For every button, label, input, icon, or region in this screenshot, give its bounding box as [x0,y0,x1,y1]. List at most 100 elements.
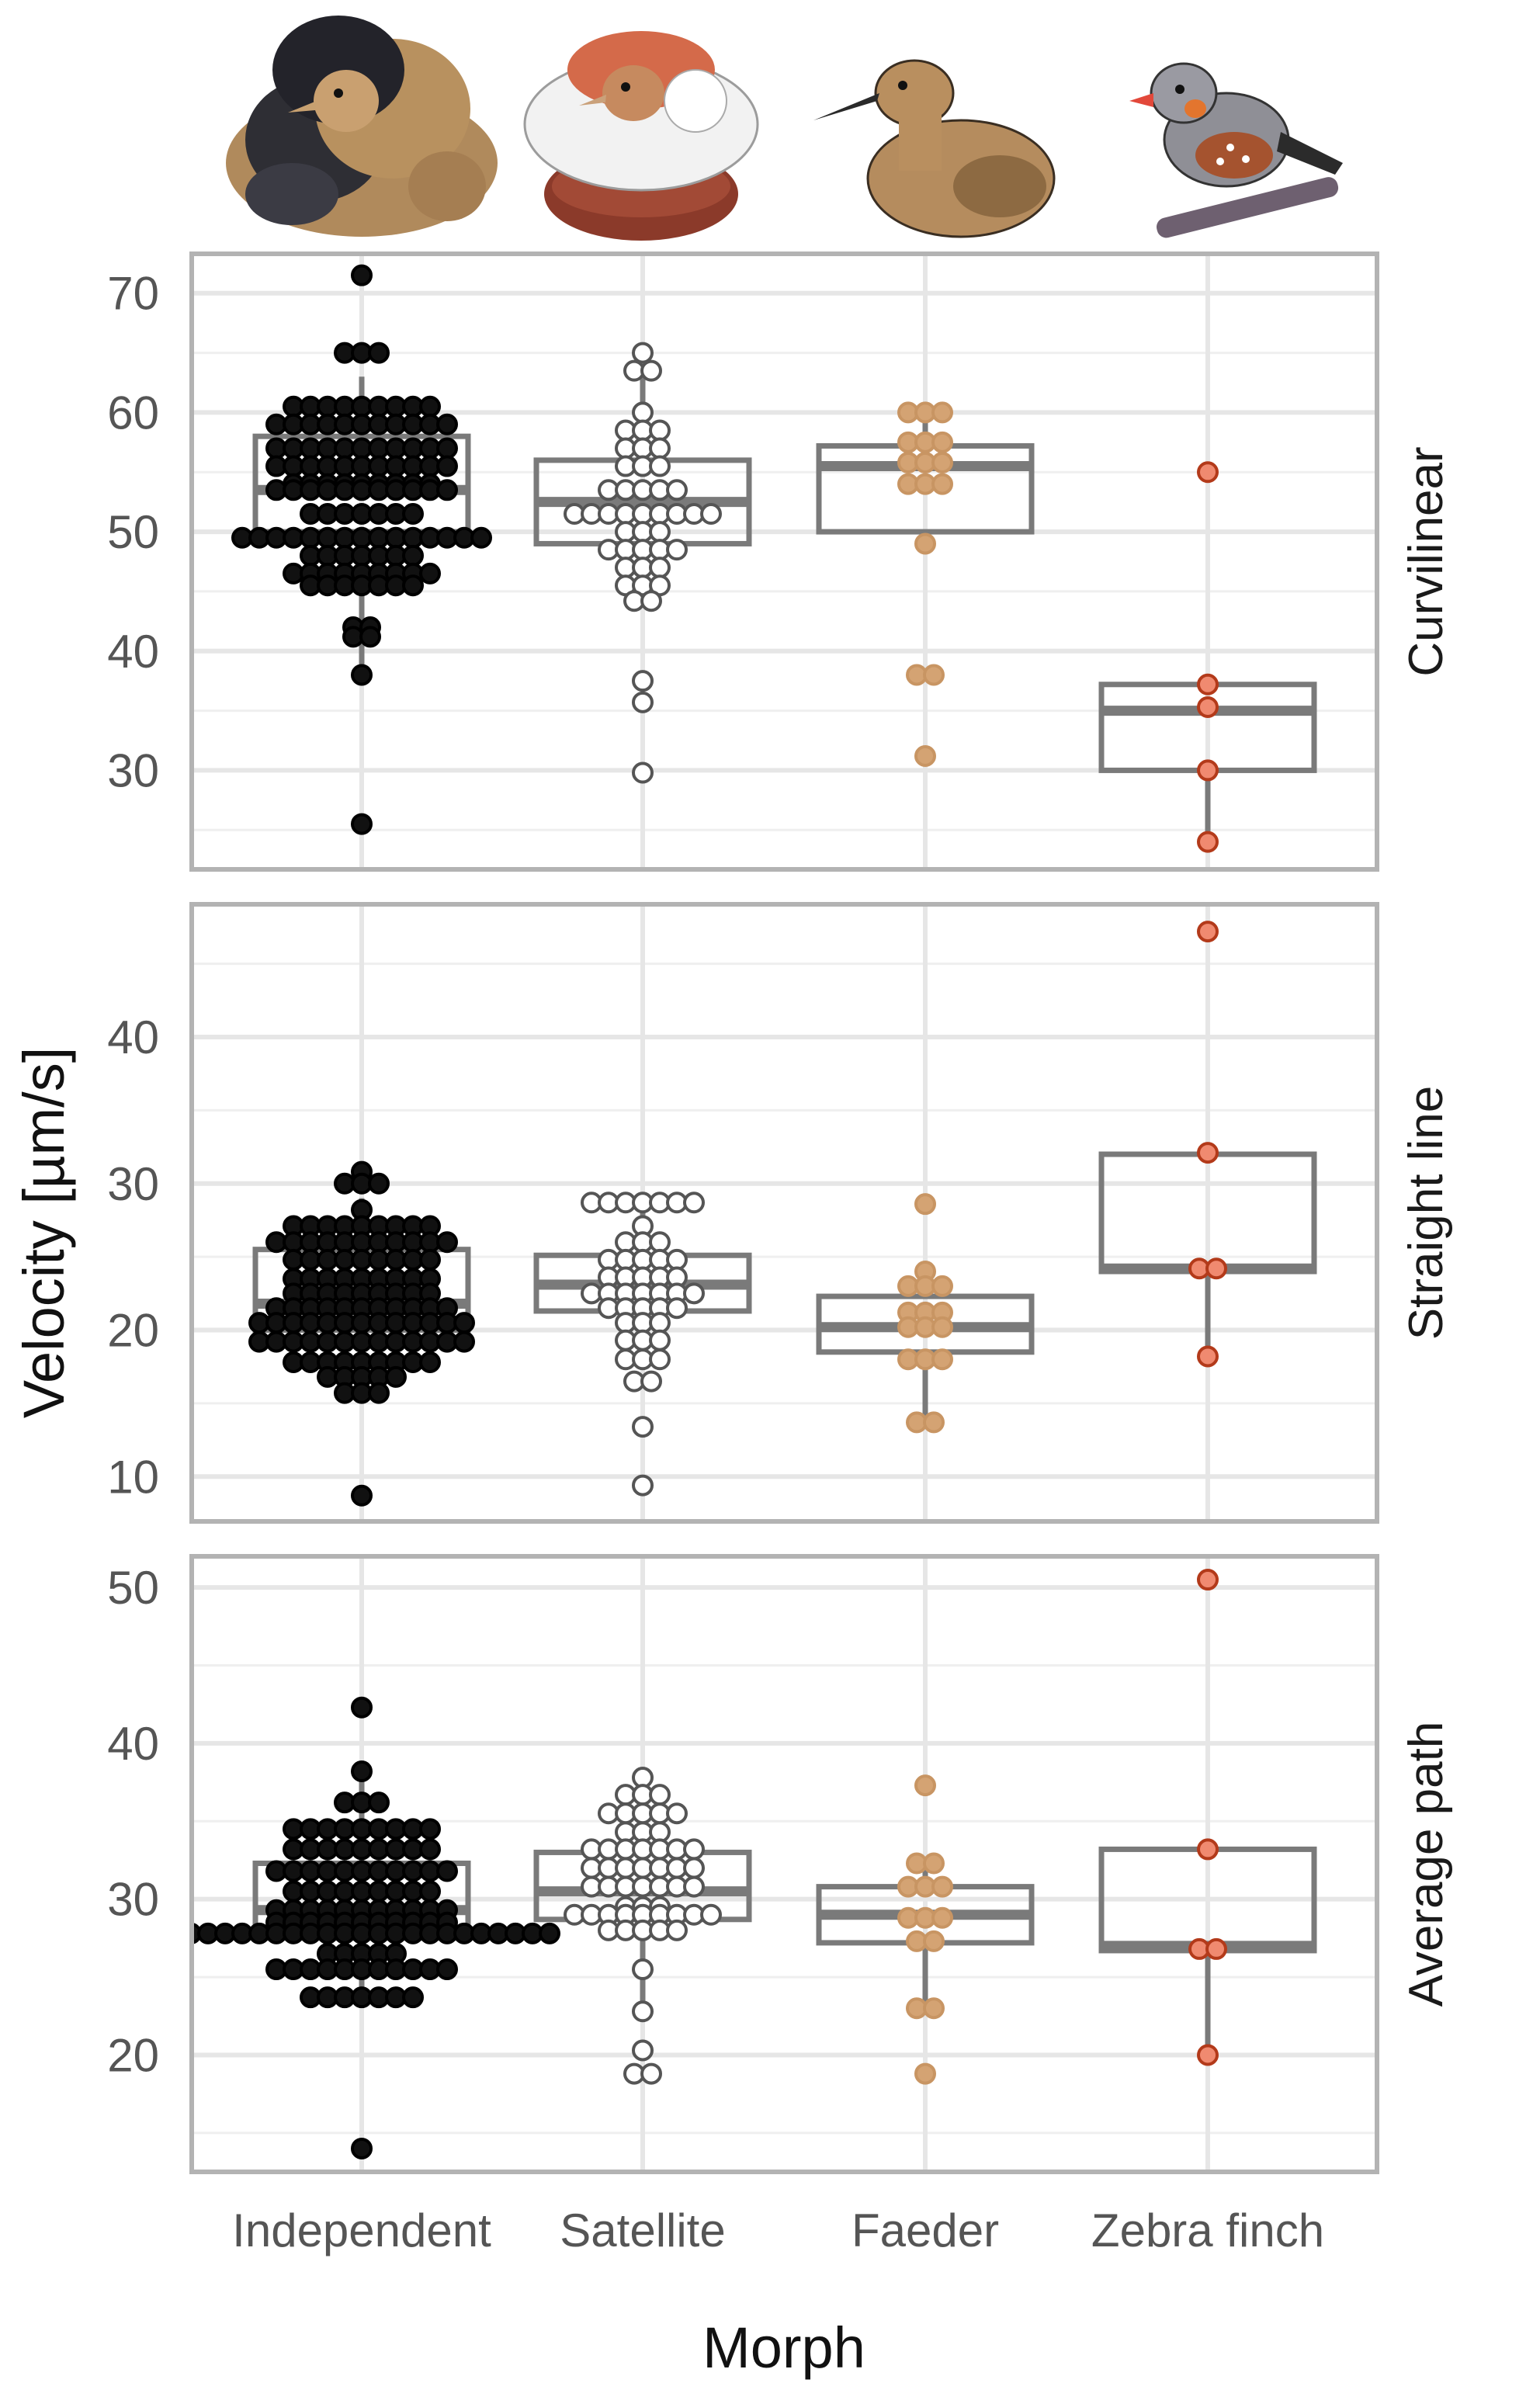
data-point [402,503,424,526]
points-satellite [564,1767,722,2085]
y-axis-title: Velocity [µm/s] [12,1047,76,1419]
data-point [351,264,373,286]
data-point [1205,1937,1227,1960]
data-point [1197,695,1219,718]
points-satellite [564,342,722,784]
data-point [351,1760,373,1783]
data-point [470,526,492,549]
data-point [931,1875,953,1898]
y-tick-label: 40 [107,1011,159,1063]
data-point [632,1474,654,1497]
y-tick-label: 60 [107,387,159,439]
points-faeder [897,1774,953,2085]
data-point [640,359,662,382]
data-point [1197,1345,1219,1368]
data-point [683,1838,705,1861]
panel-plot-area [192,254,1377,869]
points-zebra-finch [1188,1569,1227,2066]
data-point [914,744,936,767]
data-point [1197,759,1219,782]
points-independent [248,1160,475,1507]
data-point [539,1922,560,1944]
data-point [165,1924,183,1943]
panel-border [189,1554,1379,2174]
data-point [1197,1142,1219,1164]
y-tick-label: 70 [107,268,159,320]
data-point [923,1930,945,1952]
data-point [436,1231,458,1254]
panel-border [189,251,1379,872]
panel-curvilinear: 30 40 50 60 70 Curvilinear [107,251,1453,872]
data-point [931,1906,953,1929]
data-point [931,473,953,495]
data-point [931,1348,953,1371]
data-point [1197,921,1219,943]
data-point [351,1484,373,1507]
data-point [368,1792,390,1814]
panel-average-path: 20 30 40 50 Average path [107,1554,1453,2174]
data-point [1197,2044,1219,2066]
y-tick-label: 30 [107,1874,159,1926]
data-point [402,1986,424,2009]
data-point [1197,673,1219,695]
data-point [649,521,671,543]
panel-plot-area [192,904,1377,1521]
data-point [666,1297,688,1320]
data-point [914,1193,936,1216]
x-tick-label-satellite: Satellite [560,2204,725,2256]
data-point [666,1248,688,1271]
data-point [1197,461,1219,484]
data-point [632,1958,654,1981]
y-tick-label: 20 [107,1305,159,1357]
data-point [419,395,441,418]
faeder-ruff-bird-icon [813,59,1056,238]
x-tick-label-independent: Independent [232,2204,491,2256]
strip-label-straight-line: Straight line [1400,1086,1453,1340]
data-point [1197,1838,1219,1861]
data-point [359,626,381,648]
data-point [436,455,458,477]
data-point [923,1411,945,1434]
points-zebra-finch [1188,921,1227,1368]
points-faeder [897,401,953,767]
data-point [923,1997,945,2020]
panel-straight-line: 10 20 30 40 Straight line [107,902,1453,1524]
data-point [649,1784,671,1806]
data-point [419,1351,441,1374]
data-point [368,342,390,364]
data-point [700,1903,722,1926]
data-point [632,401,654,424]
data-point [453,1330,475,1353]
data-point [914,532,936,555]
data-point [632,1416,654,1438]
data-point [436,1958,458,1981]
satellite-ruff-bird-icon [523,31,759,241]
data-point [683,1192,705,1214]
data-point [666,539,688,561]
data-point [632,342,654,364]
data-point [640,1370,662,1393]
data-point [385,1365,407,1388]
data-point [419,1818,441,1840]
data-point [1197,831,1219,853]
data-point [368,1382,390,1404]
data-point [632,2039,654,2062]
y-tick-label: 40 [107,1718,159,1770]
data-point [640,2062,662,2085]
data-point [436,479,458,501]
data-point [923,1852,945,1875]
x-axis-tick-labels: Independent Satellite Faeder Zebra finch [232,2204,1324,2256]
strip-label-average-path: Average path [1400,1722,1453,2007]
points-zebra-finch [1197,461,1219,853]
data-point [368,1172,390,1195]
data-point [649,419,671,442]
data-point [419,1248,441,1271]
y-tick-label: 30 [107,744,159,796]
morph-illustrations [226,16,1343,241]
data-point [666,1919,688,1941]
data-point [666,1802,688,1825]
panel-border [189,902,1379,1524]
data-point [419,562,441,584]
data-point [923,664,945,686]
